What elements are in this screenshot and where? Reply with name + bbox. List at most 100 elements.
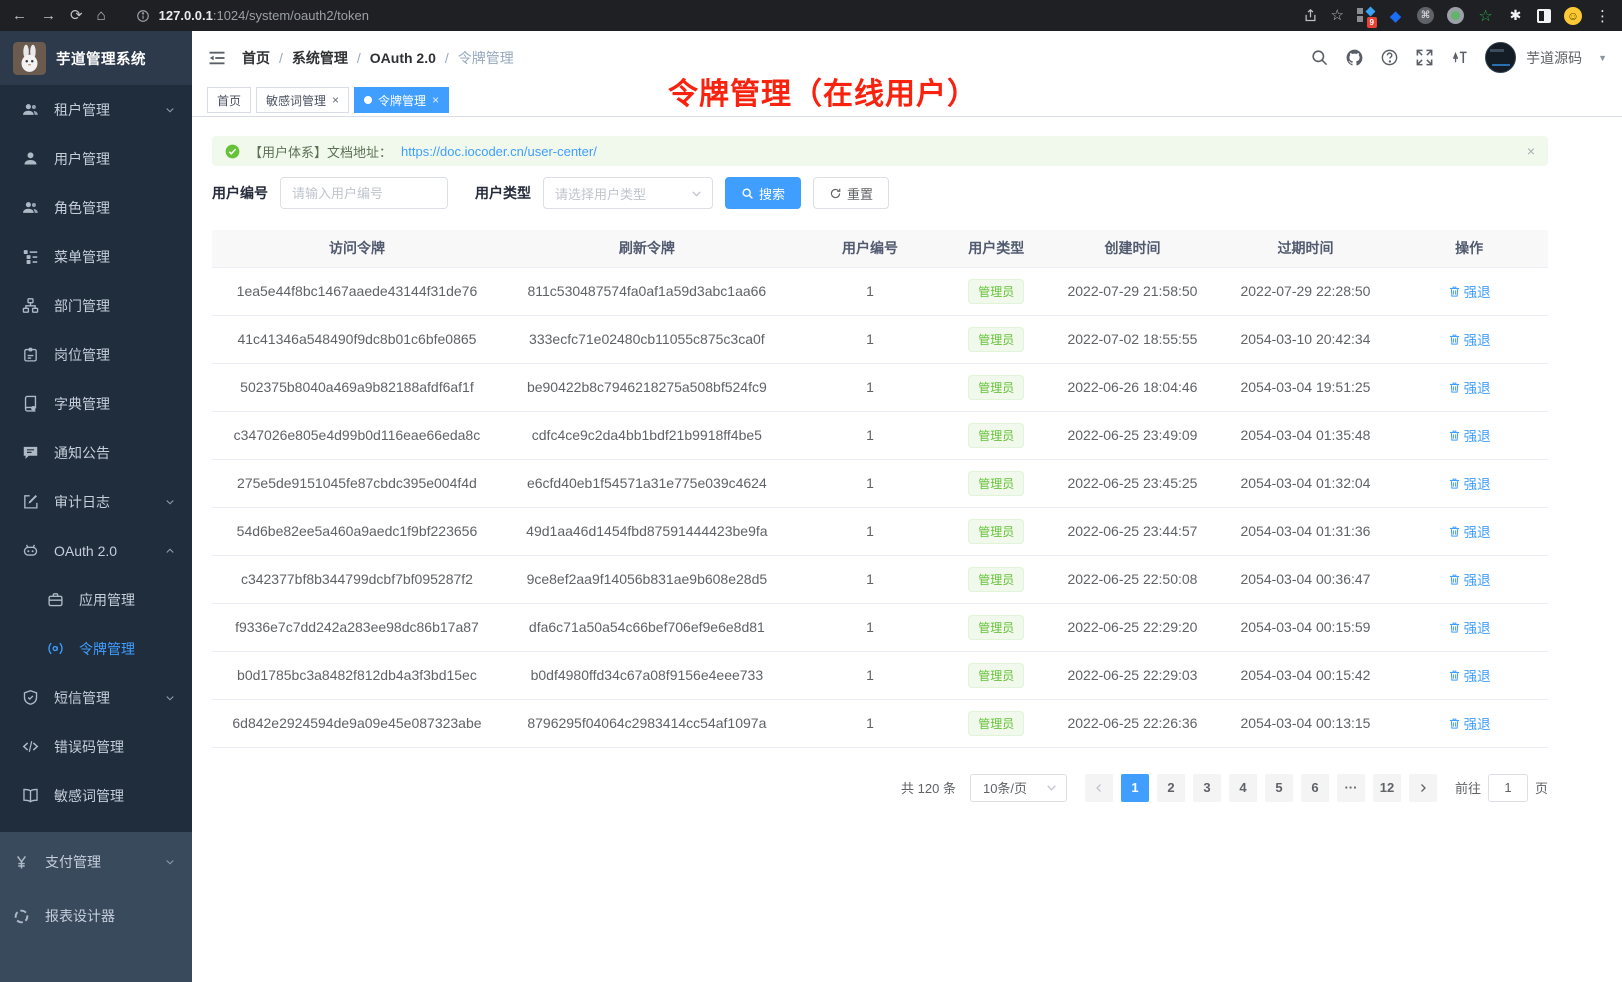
user-id-cell: 1 bbox=[791, 315, 949, 364]
prev-page-button[interactable] bbox=[1084, 773, 1113, 802]
extension-panel-icon[interactable] bbox=[1537, 8, 1551, 23]
page-button-12[interactable]: 12 bbox=[1372, 773, 1401, 802]
reset-button[interactable]: 重置 bbox=[813, 177, 890, 209]
fullscreen-icon[interactable] bbox=[1415, 48, 1434, 67]
address-bar[interactable]: 127.0.0.1:1024/system/oauth2/token bbox=[120, 8, 1289, 23]
user-type-badge: 管理员 bbox=[968, 518, 1025, 544]
sidebar: 芋道管理系统 租户管理 用户管理 角色管理 菜单管理 部门管理 岗位管理 字典管理 通知公告审… bbox=[0, 31, 192, 982]
breadcrumb-item[interactable]: OAuth 2.0 bbox=[369, 49, 436, 66]
user-type-label: 用户类型 bbox=[475, 185, 531, 201]
browser-chrome: ← → ⟳ ⌂ 127.0.0.1:1024/system/oauth2/tok… bbox=[0, 0, 1622, 31]
browser-back-button[interactable]: ← bbox=[12, 7, 27, 24]
profile-avatar-icon[interactable]: ☺ bbox=[1564, 6, 1582, 25]
tab-close-icon[interactable]: × bbox=[332, 93, 340, 107]
access-token-cell: c347026e805e4d99b0d116eae66eda8c bbox=[212, 411, 502, 460]
extension-cmd-icon[interactable]: ⌘ bbox=[1417, 7, 1434, 24]
force-logout-button[interactable]: 强退 bbox=[1448, 617, 1491, 637]
sidebar-item-dept[interactable]: 部门管理 bbox=[0, 281, 192, 330]
table-row: 54d6be82ee5a460a9aedc1f9bf223656 49d1aa46… bbox=[212, 507, 1548, 556]
force-logout-button[interactable]: 强退 bbox=[1448, 569, 1491, 589]
refresh-token-cell: b0df4980ffd34c67a08f9156e4eee733 bbox=[501, 651, 792, 700]
sidebar-item-sensitive[interactable]: 敏感词管理 bbox=[0, 771, 192, 820]
extension-icon[interactable]: 9 bbox=[1357, 6, 1377, 28]
page-button-5[interactable]: 5 bbox=[1264, 773, 1293, 802]
page-unit-label: 页 bbox=[1534, 781, 1548, 796]
force-logout-button[interactable]: 强退 bbox=[1448, 281, 1491, 301]
table-row: c342377bf8b344799dcbf7bf095287f2 9ce8ef2a… bbox=[212, 555, 1548, 604]
force-logout-button[interactable]: 强退 bbox=[1448, 473, 1491, 493]
created-time-cell: 2022-06-25 22:50:08 bbox=[1044, 555, 1221, 604]
sidebar-item-audit[interactable]: 审计日志 bbox=[0, 477, 192, 526]
expire-time-cell: 2054-03-04 01:35:48 bbox=[1220, 411, 1391, 460]
page-button-···[interactable]: ··· bbox=[1336, 773, 1365, 802]
extension-star-icon[interactable]: ☆ bbox=[1478, 7, 1493, 25]
sidebar-fold-icon[interactable] bbox=[207, 48, 227, 68]
extension-gem-icon[interactable]: ◆ bbox=[1389, 7, 1402, 25]
browser-home-button[interactable]: ⌂ bbox=[96, 7, 106, 24]
sidebar-item-report[interactable]: 报表设计器 bbox=[0, 889, 192, 943]
force-logout-button[interactable]: 强退 bbox=[1448, 329, 1491, 349]
table-row: 41c41346a548490f9dc8b01c6bfe0865 333ecfc7… bbox=[212, 315, 1548, 364]
sidebar-item-pay[interactable]: 支付管理 bbox=[0, 835, 192, 889]
sidebar-item-oauth2[interactable]: OAuth 2.0 bbox=[0, 526, 192, 575]
next-page-button[interactable] bbox=[1408, 773, 1437, 802]
extension-record-icon[interactable] bbox=[1447, 7, 1464, 24]
browser-reload-button[interactable]: ⟳ bbox=[70, 7, 83, 24]
sidebar-item-oauth2-app[interactable]: 应用管理 bbox=[0, 575, 192, 624]
bookmark-star-icon[interactable]: ☆ bbox=[1330, 7, 1344, 24]
extension-flower-icon[interactable]: ✱ bbox=[1509, 7, 1522, 23]
help-icon[interactable] bbox=[1380, 48, 1399, 67]
alert-close-icon[interactable]: × bbox=[1526, 143, 1535, 159]
goto-page-input[interactable] bbox=[1487, 773, 1528, 802]
page-button-2[interactable]: 2 bbox=[1156, 773, 1185, 802]
force-logout-button[interactable]: 强退 bbox=[1448, 665, 1491, 685]
page-size-select[interactable]: 10条/页 bbox=[969, 773, 1067, 802]
sidebar-item-user[interactable]: 用户管理 bbox=[0, 134, 192, 183]
tab-令牌管理[interactable]: 令牌管理 × bbox=[354, 87, 450, 113]
sidebar-item-sms[interactable]: 短信管理 bbox=[0, 673, 192, 722]
sidebar-item-post[interactable]: 岗位管理 bbox=[0, 330, 192, 379]
sidebar-item-tenant[interactable]: 租户管理 bbox=[0, 85, 192, 134]
tab-首页[interactable]: 首页 bbox=[207, 87, 252, 113]
site-info-icon[interactable] bbox=[136, 9, 150, 23]
page-button-3[interactable]: 3 bbox=[1192, 773, 1221, 802]
token-icon bbox=[47, 640, 64, 657]
trash-icon bbox=[1448, 477, 1461, 490]
doc-link[interactable]: https://doc.iocoder.cn/user-center/ bbox=[401, 143, 597, 159]
sidebar-item-errcode[interactable]: 错误码管理 bbox=[0, 722, 192, 771]
token-table: 访问令牌 刷新令牌 用户编号 用户类型 创建时间 过期时间 操作 1ea5e44f8bc14… bbox=[212, 230, 1548, 748]
sidebar-item-dict[interactable]: 字典管理 bbox=[0, 379, 192, 428]
user-id-cell: 1 bbox=[791, 699, 949, 748]
tab-close-icon[interactable]: × bbox=[432, 93, 440, 107]
page-button-6[interactable]: 6 bbox=[1300, 773, 1329, 802]
github-icon[interactable] bbox=[1345, 48, 1364, 67]
user-type-select[interactable]: 请选择用户类型 bbox=[543, 177, 713, 209]
sidebar-item-notice[interactable]: 通知公告 bbox=[0, 428, 192, 477]
browser-forward-button[interactable]: → bbox=[41, 7, 56, 24]
browser-menu-icon[interactable]: ⋮ bbox=[1595, 7, 1610, 25]
search-icon[interactable] bbox=[1310, 48, 1329, 67]
breadcrumb-item[interactable]: 首页 bbox=[242, 49, 270, 66]
search-button[interactable]: 搜索 bbox=[725, 177, 802, 209]
user-caret-down-icon[interactable]: ▼ bbox=[1598, 52, 1607, 63]
expire-time-cell: 2054-03-04 01:31:36 bbox=[1220, 507, 1391, 556]
tab-敏感词管理[interactable]: 敏感词管理 × bbox=[256, 87, 350, 113]
force-logout-button[interactable]: 强退 bbox=[1448, 377, 1491, 397]
user-avatar[interactable] bbox=[1485, 42, 1517, 73]
user-id-input[interactable] bbox=[280, 177, 448, 209]
created-time-cell: 2022-07-29 21:58:50 bbox=[1044, 267, 1221, 316]
share-icon[interactable] bbox=[1303, 8, 1318, 23]
sidebar-item-role[interactable]: 角色管理 bbox=[0, 183, 192, 232]
force-logout-button[interactable]: 强退 bbox=[1448, 521, 1491, 541]
page-button-4[interactable]: 4 bbox=[1228, 773, 1257, 802]
table-row: 6d842e2924594de9a09e45e087323abe 8796295f… bbox=[212, 699, 1548, 748]
font-size-icon[interactable] bbox=[1450, 48, 1469, 67]
sidebar-item-menu[interactable]: 菜单管理 bbox=[0, 232, 192, 281]
column-header: 访问令牌 bbox=[212, 230, 502, 268]
breadcrumb-item[interactable]: 系统管理 bbox=[291, 49, 348, 66]
page-button-1[interactable]: 1 bbox=[1120, 773, 1149, 802]
force-logout-button[interactable]: 强退 bbox=[1448, 425, 1491, 445]
user-name[interactable]: 芋道源码 bbox=[1526, 49, 1583, 66]
force-logout-button[interactable]: 强退 bbox=[1448, 713, 1491, 733]
sidebar-item-oauth2-token[interactable]: 令牌管理 bbox=[0, 624, 192, 673]
